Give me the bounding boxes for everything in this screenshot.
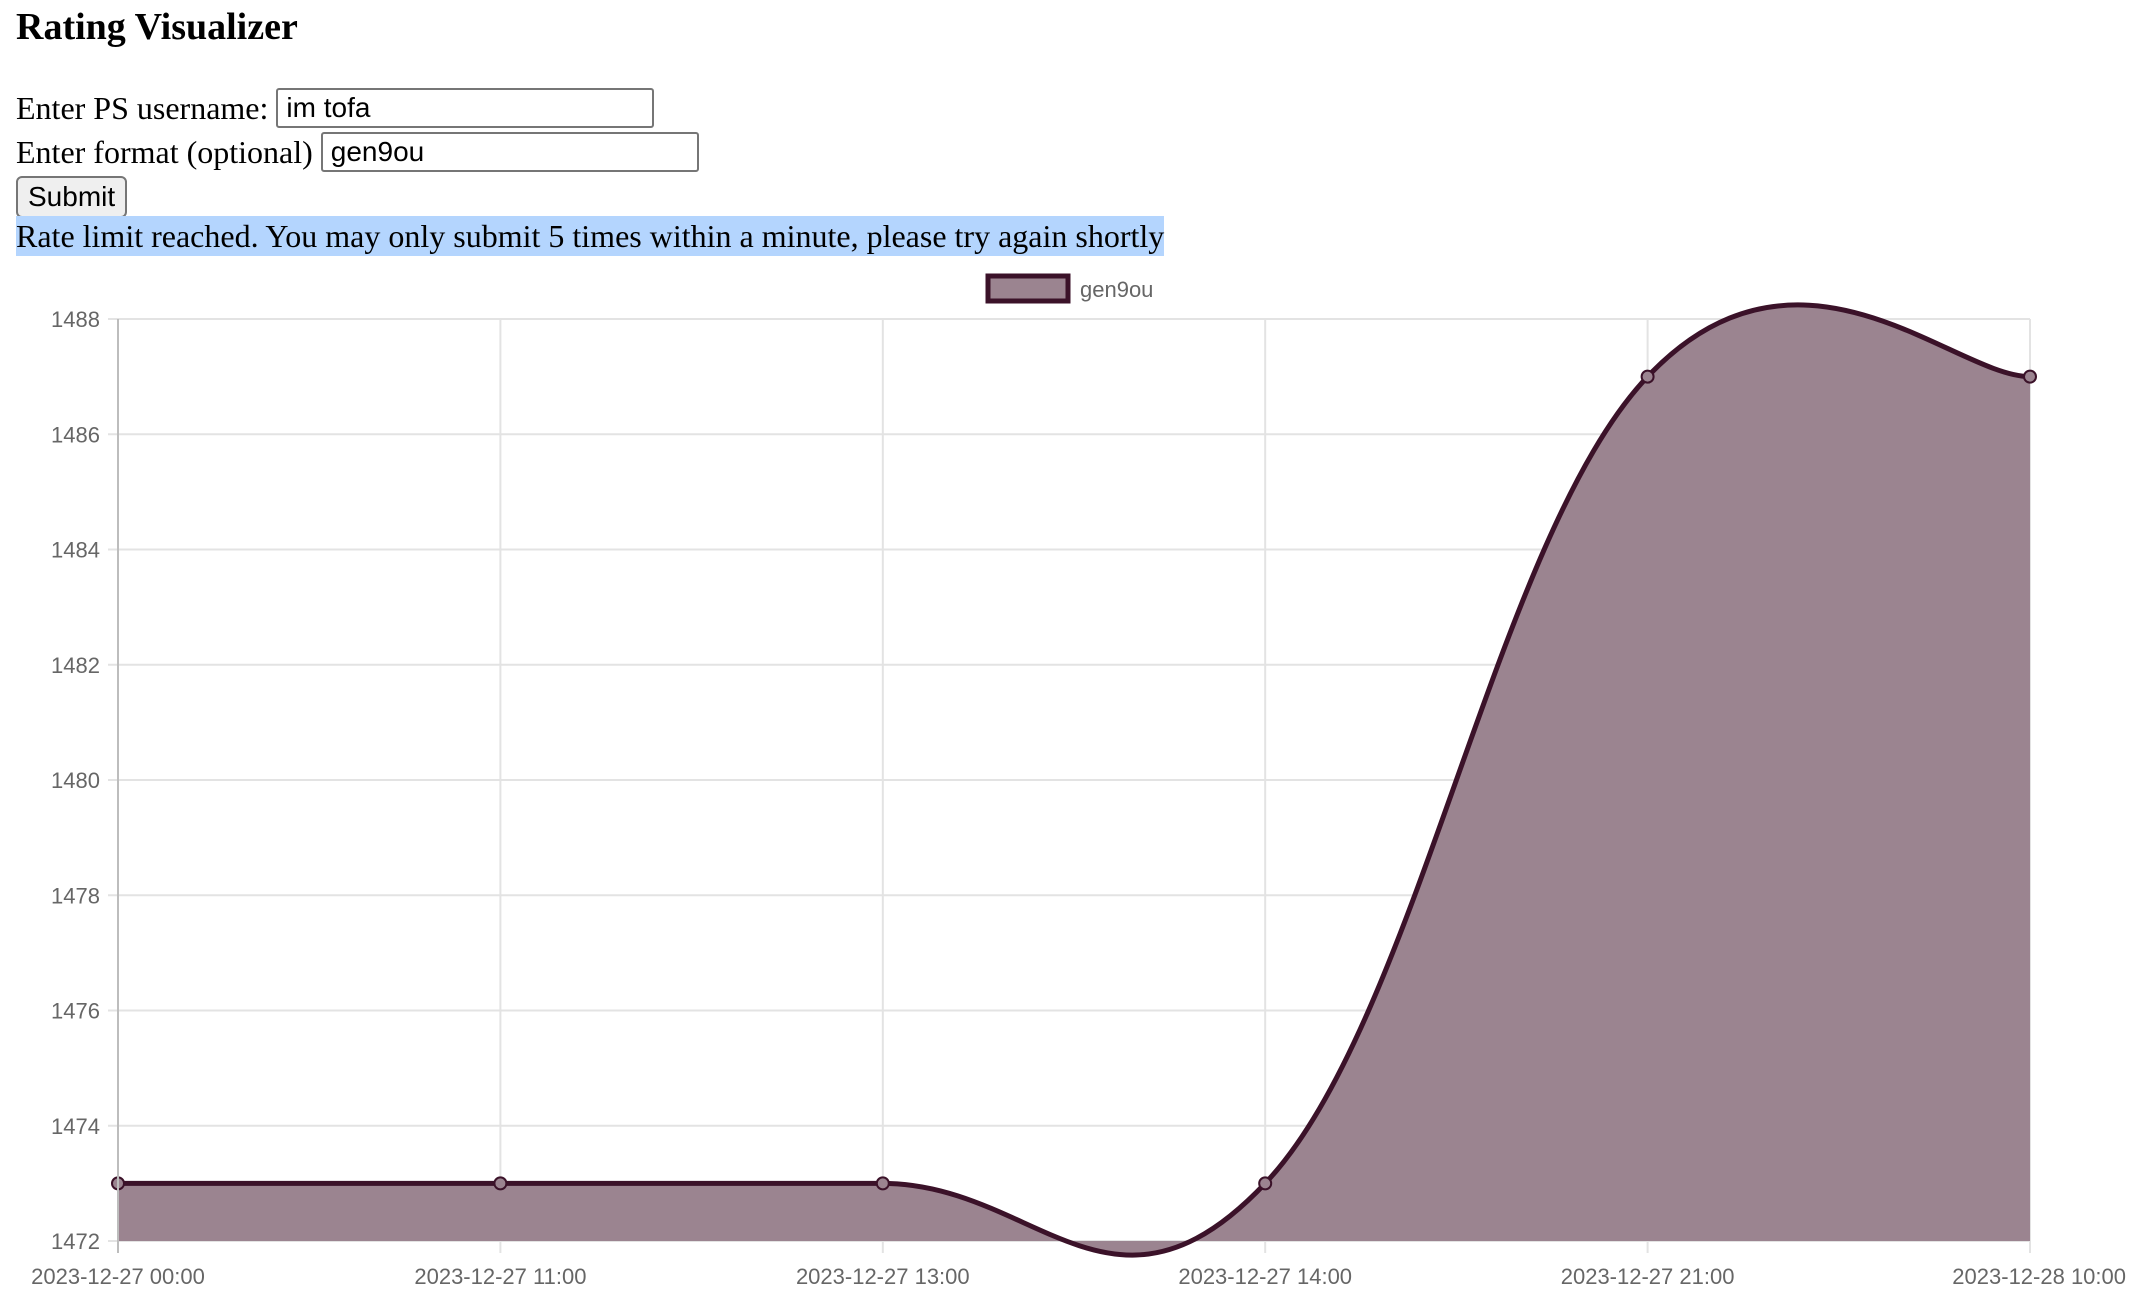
x-tick-label: 2023-12-27 13:00 <box>796 1264 970 1289</box>
y-tick-label: 1486 <box>51 422 100 447</box>
data-point[interactable] <box>493 1176 508 1191</box>
y-tick-label: 1482 <box>51 653 100 678</box>
y-tick-label: 1478 <box>51 883 100 908</box>
rate-limit-message: Rate limit reached. You may only submit … <box>16 216 1165 256</box>
x-tick-label: 2023-12-27 00:00 <box>31 1264 205 1289</box>
chart-axes: 1472 1474 1476 1478 1480 1482 1484 1486 1488 2023… <box>31 307 2126 1289</box>
series-area-fill <box>118 304 2030 1256</box>
x-tick-label: 2023-12-28 10:00 <box>1952 1264 2126 1289</box>
chart-legend: gen9ou <box>985 273 1153 304</box>
format-input[interactable] <box>320 132 699 172</box>
username-label: Enter PS username: <box>16 89 269 126</box>
data-point[interactable] <box>2023 369 2037 384</box>
username-input[interactable] <box>276 88 655 128</box>
y-tick-label: 1488 <box>51 307 100 332</box>
submit-button[interactable]: Submit <box>16 176 128 218</box>
legend-label[interactable]: gen9ou <box>1080 277 1153 302</box>
format-row: Enter format (optional) <box>16 130 699 174</box>
format-label: Enter format (optional) <box>16 133 313 170</box>
x-tick-label: 2023-12-27 21:00 <box>1561 1264 1735 1289</box>
data-point[interactable] <box>875 1176 890 1191</box>
rating-chart: 1472 1474 1476 1478 1480 1482 1484 1486 1488 2023… <box>31 273 2126 1289</box>
x-tick-label: 2023-12-27 14:00 <box>1178 1264 1352 1289</box>
page-title: Rating Visualizer <box>16 6 298 48</box>
y-tick-label: 1472 <box>51 1229 100 1254</box>
y-tick-label: 1476 <box>51 999 100 1024</box>
legend-swatch <box>985 273 1071 304</box>
username-row: Enter PS username: <box>16 86 655 130</box>
chart-area <box>111 302 2037 1258</box>
x-tick-label: 2023-12-27 11:00 <box>414 1264 586 1289</box>
y-tick-label: 1480 <box>51 768 100 793</box>
data-point[interactable] <box>1258 1176 1273 1191</box>
y-tick-label: 1484 <box>51 538 100 563</box>
y-tick-label: 1474 <box>51 1114 100 1139</box>
data-point[interactable] <box>1640 369 1655 384</box>
